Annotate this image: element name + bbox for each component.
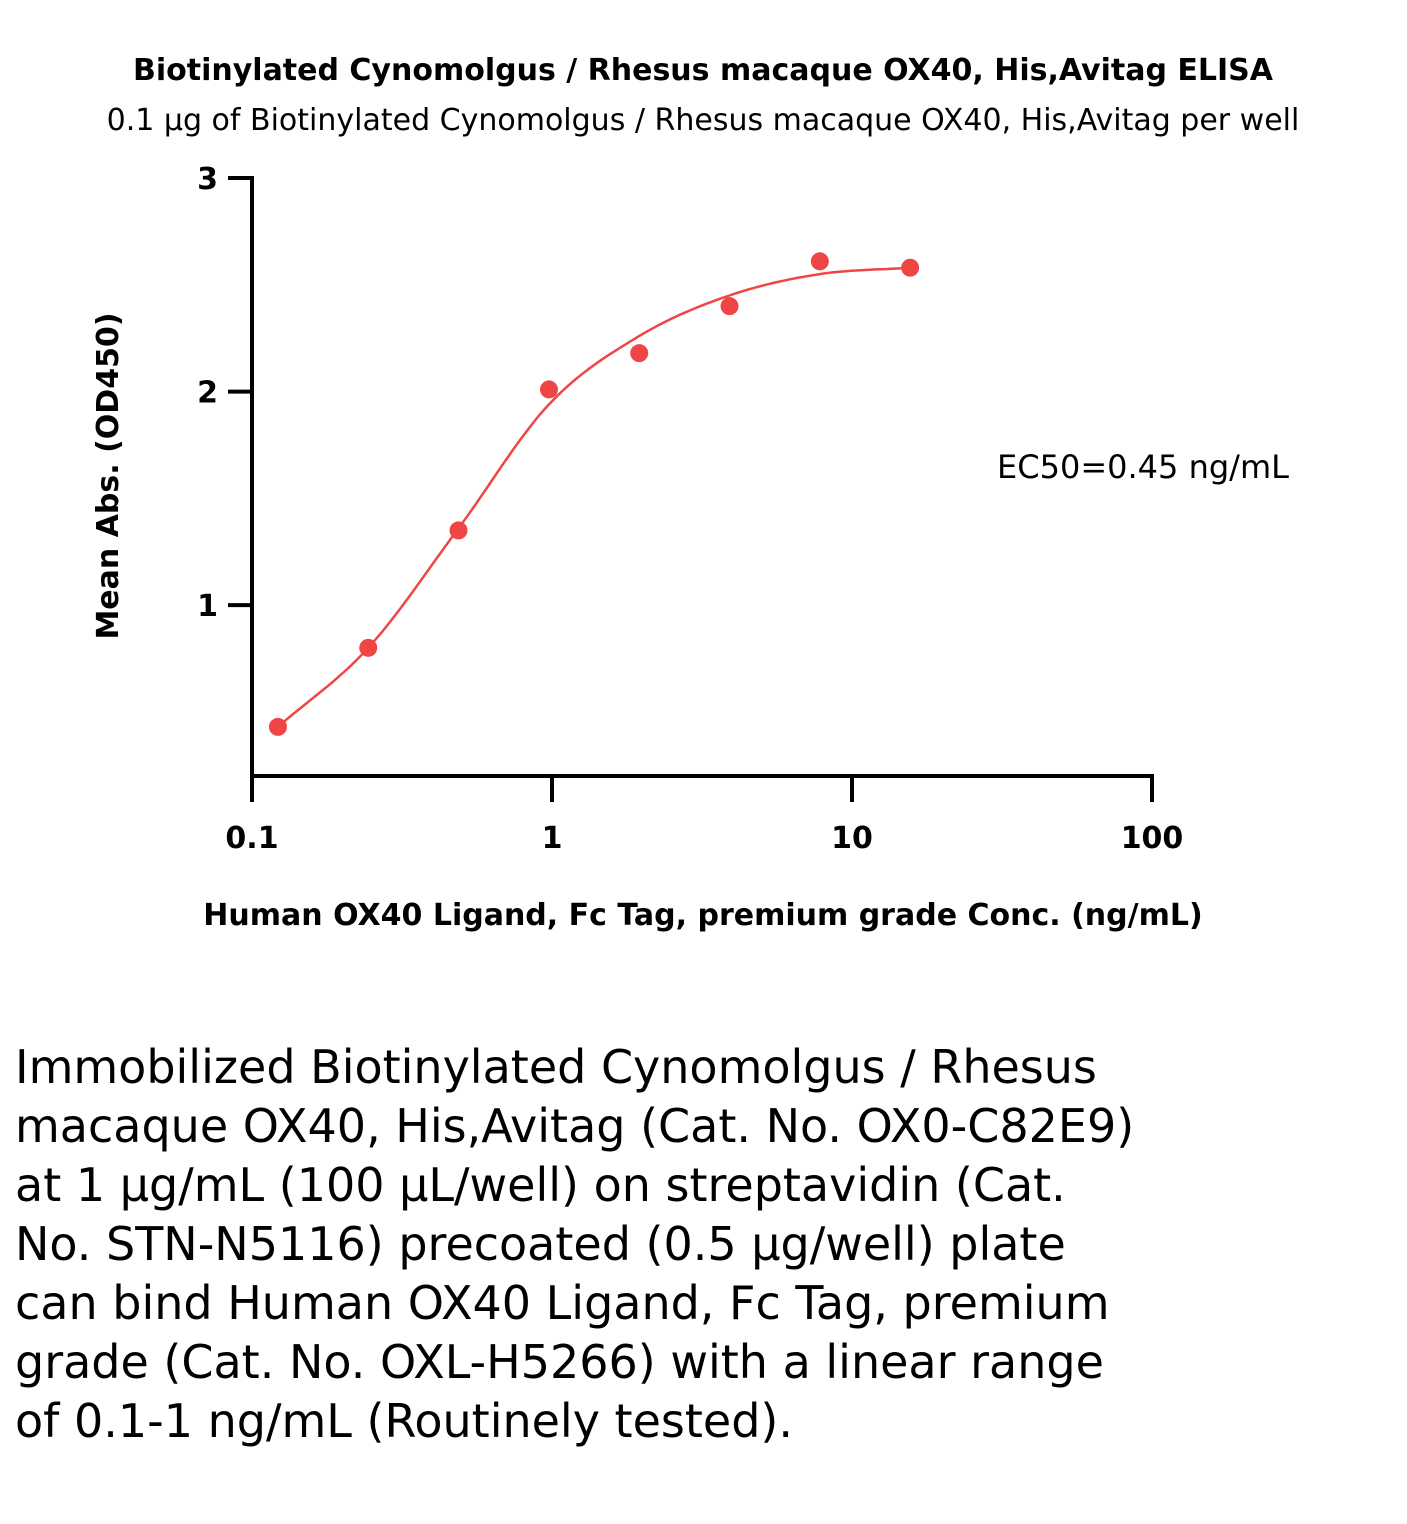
y-tick-label: 3 bbox=[197, 162, 218, 197]
x-tick-label: 10 bbox=[831, 821, 873, 856]
data-point bbox=[449, 521, 468, 540]
y-tick-label: 1 bbox=[197, 589, 218, 624]
y-axis-label: Mean Abs. (OD450) bbox=[91, 312, 126, 639]
chart-title: Biotinylated Cynomolgus / Rhesus macaque… bbox=[133, 53, 1274, 88]
fit-curve bbox=[277, 266, 911, 728]
data-points bbox=[268, 252, 920, 736]
data-point bbox=[720, 297, 739, 316]
x-tick-label: 1 bbox=[542, 821, 563, 856]
y-ticks: 1 2 3 bbox=[197, 162, 252, 624]
data-point bbox=[359, 638, 378, 657]
data-point bbox=[539, 380, 558, 399]
data-point bbox=[901, 258, 920, 277]
x-axis-label: Human OX40 Ligand, Fc Tag, premium grade… bbox=[203, 898, 1202, 933]
chart-subtitle: 0.1 µg of Biotinylated Cynomolgus / Rhes… bbox=[107, 103, 1300, 138]
fit-curve-layer bbox=[277, 266, 911, 728]
x-tick-label: 0.1 bbox=[225, 821, 278, 856]
ec50-annotation: EC50=0.45 ng/mL bbox=[997, 448, 1289, 486]
y-tick-label: 2 bbox=[197, 376, 218, 411]
data-point bbox=[268, 717, 287, 736]
data-point bbox=[630, 344, 649, 363]
x-tick-label: 100 bbox=[1121, 821, 1184, 856]
x-ticks: 0.1 1 10 100 bbox=[225, 776, 1183, 856]
figure-caption: Immobilized Biotinylated Cynomolgus / Rh… bbox=[15, 1040, 1135, 1448]
elisa-chart: Biotinylated Cynomolgus / Rhesus macaque… bbox=[91, 53, 1300, 933]
data-point bbox=[810, 252, 829, 271]
axes bbox=[250, 176, 1154, 778]
